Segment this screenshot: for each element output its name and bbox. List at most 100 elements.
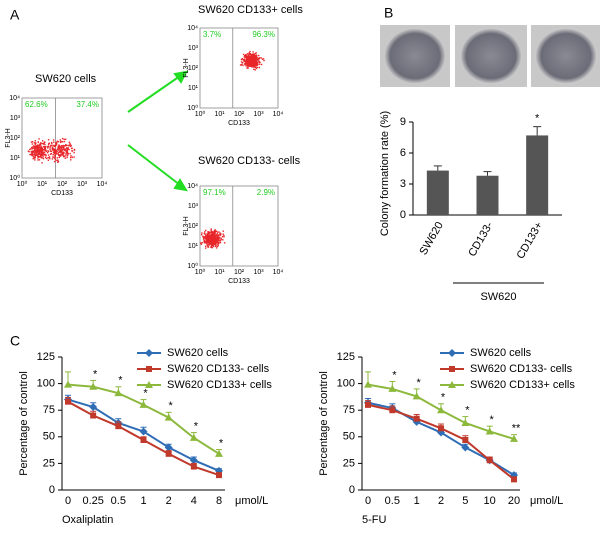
x-tick-label: 0 (365, 495, 371, 507)
event-dot (60, 153, 63, 155)
x-unit: μmol/L (235, 495, 268, 507)
flow-tick-label: 10³ (253, 269, 264, 276)
event-dot (257, 58, 259, 61)
event-dot (214, 229, 216, 231)
event-dot (56, 153, 58, 155)
event-dot (200, 242, 202, 244)
event-dot (249, 63, 251, 65)
event-dot (69, 156, 72, 159)
flow-tick-label: 10¹ (10, 155, 21, 162)
annotation: * (219, 437, 224, 449)
event-dot (44, 147, 46, 150)
event-dot (219, 241, 222, 244)
flow-tick-label: 10¹ (214, 269, 225, 276)
event-dot (243, 56, 246, 58)
event-dot (253, 56, 255, 59)
flow-tick-label: 10⁴ (273, 111, 284, 118)
x-tick-label: 4 (191, 495, 197, 507)
event-dot (68, 144, 70, 146)
event-dot (216, 245, 219, 248)
event-dot (57, 160, 60, 163)
event-dot (246, 58, 248, 60)
event-dot (36, 146, 38, 148)
marker (190, 463, 197, 470)
y-tick-label: 125 (337, 351, 355, 363)
marker (462, 436, 469, 443)
event-dot (210, 232, 213, 234)
event-dot (37, 144, 39, 146)
event-dot (252, 66, 255, 68)
event-dot (70, 145, 72, 147)
event-dot (41, 153, 43, 156)
quadrant-pct: 97.1% (203, 188, 226, 197)
event-dot (63, 155, 65, 158)
event-dot (258, 63, 261, 65)
event-dot (218, 237, 220, 240)
event-dot (66, 148, 68, 150)
event-dot (60, 149, 62, 151)
flow-y-label: FL3-H (183, 58, 190, 77)
event-dot (58, 145, 60, 147)
annotation: * (194, 420, 199, 432)
event-dot (202, 238, 205, 240)
event-dot (203, 236, 205, 238)
event-dot (35, 147, 38, 149)
event-dot (66, 151, 69, 153)
event-dot (260, 57, 262, 59)
event-dot (209, 231, 211, 234)
event-dot (247, 63, 249, 66)
event-dot (54, 148, 56, 150)
event-dot (248, 65, 251, 67)
event-dot (58, 156, 60, 159)
event-dot (49, 147, 51, 149)
event-dot (55, 144, 57, 146)
event-dot (251, 60, 254, 63)
event-dot (245, 65, 247, 67)
event-dot (30, 141, 33, 143)
event-dot (41, 148, 43, 150)
event-dot (217, 239, 220, 242)
event-dot (245, 55, 247, 57)
event-dot (28, 150, 30, 153)
flow-tick-label: 10³ (77, 181, 88, 188)
event-dot (248, 52, 251, 54)
event-dot (39, 143, 41, 145)
event-dot (246, 61, 249, 63)
event-dot (47, 146, 49, 148)
event-dot (222, 230, 224, 232)
event-dot (47, 154, 50, 156)
event-dot (55, 153, 57, 155)
event-dot (215, 244, 217, 247)
event-dot (38, 153, 40, 155)
annotation: * (417, 377, 422, 389)
marker (215, 449, 223, 457)
event-dot (63, 148, 65, 151)
event-dot (207, 246, 210, 248)
event-dot (210, 246, 212, 249)
event-dot (64, 149, 66, 152)
event-dot (43, 142, 46, 144)
legend-marker (145, 349, 153, 357)
event-dot (258, 60, 260, 62)
event-dot (64, 144, 67, 147)
event-dot (213, 231, 216, 234)
bar (426, 170, 449, 215)
event-dot (49, 153, 52, 155)
event-dot (249, 60, 251, 63)
legend-label: SW620 CD133+ cells (167, 379, 272, 391)
event-dot (255, 58, 258, 60)
event-dot (57, 140, 60, 143)
event-dot (216, 238, 218, 241)
event-dot (214, 239, 216, 242)
event-dot (215, 233, 217, 236)
event-dot (63, 140, 66, 143)
quadrant-pct: 3.7% (203, 30, 221, 39)
event-dot (59, 141, 62, 143)
event-dot (253, 58, 256, 60)
legend-label: SW620 cells (470, 347, 532, 359)
x-unit: μmol/L (530, 495, 563, 507)
legend-marker (145, 381, 153, 388)
event-dot (67, 153, 70, 155)
event-dot (58, 150, 61, 153)
event-dot (222, 239, 224, 241)
